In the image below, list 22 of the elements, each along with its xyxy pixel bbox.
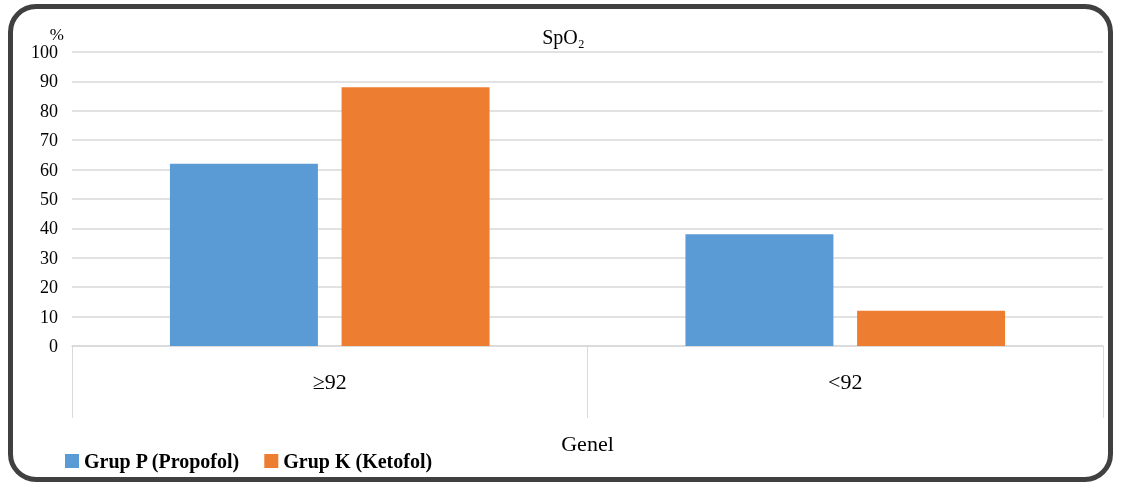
y-tick-label: 0 bbox=[49, 336, 58, 356]
legend-label: Grup P (Propofol) bbox=[84, 450, 240, 473]
bar bbox=[857, 310, 1006, 346]
x-tick-label: <92 bbox=[828, 368, 863, 394]
y-tick-label: 100 bbox=[31, 42, 58, 62]
bar bbox=[169, 163, 318, 346]
y-tick-label: 90 bbox=[40, 71, 58, 92]
legend-label: Grup K (Ketofol) bbox=[283, 450, 433, 473]
y-tick-label: 80 bbox=[40, 100, 58, 121]
bar bbox=[341, 87, 490, 346]
chart-title: SpO₂ bbox=[542, 26, 585, 49]
y-tick-label: 70 bbox=[40, 130, 58, 151]
y-tick-label: 30 bbox=[40, 247, 58, 268]
y-axis-title: % bbox=[49, 25, 64, 45]
y-tick-label: 40 bbox=[40, 218, 58, 239]
bar bbox=[685, 234, 834, 346]
y-tick-label: 10 bbox=[40, 306, 58, 327]
y-tick-label: 20 bbox=[40, 277, 58, 298]
x-tick-label: ≥92 bbox=[312, 368, 347, 394]
y-tick-label: 60 bbox=[40, 159, 58, 180]
x-axis-title: Genel bbox=[561, 430, 614, 456]
y-tick-label: 50 bbox=[40, 189, 58, 209]
